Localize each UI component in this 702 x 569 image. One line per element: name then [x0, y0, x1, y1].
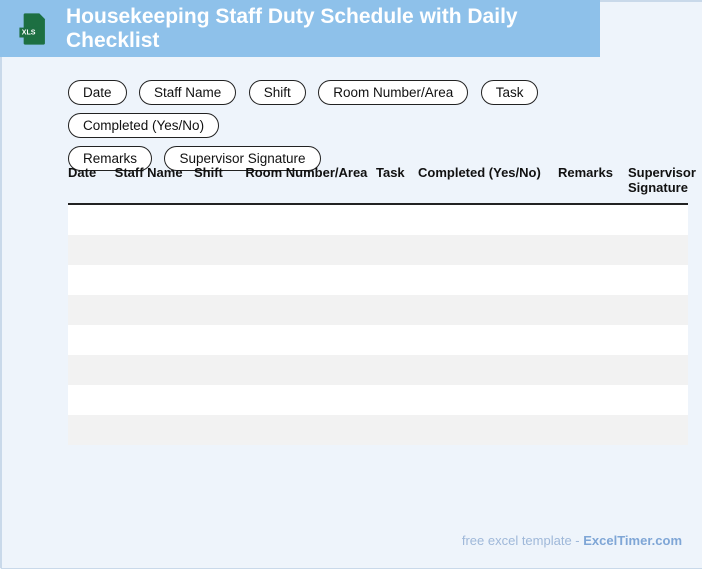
svg-text:XLS: XLS: [22, 28, 36, 36]
